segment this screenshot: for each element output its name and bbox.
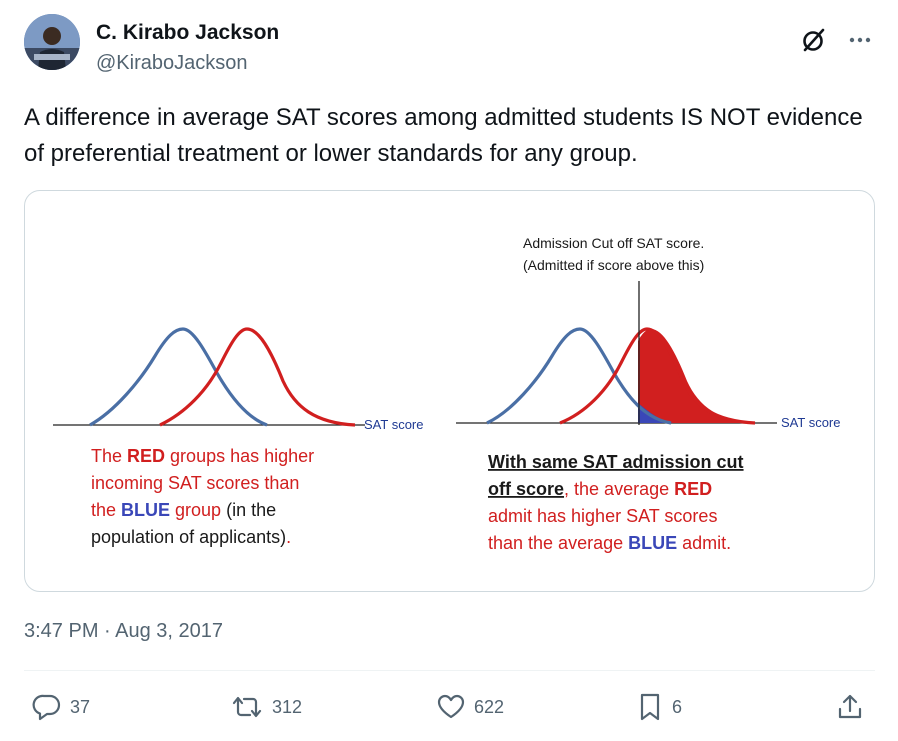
right-caption-segment: off score (488, 479, 564, 499)
right-caption-segment: , the average (564, 479, 674, 499)
author-handle[interactable]: @KiraboJackson (96, 52, 248, 74)
cutoff-label-line-1: Admission Cut off SAT score. (523, 235, 704, 251)
more-icon[interactable] (846, 28, 874, 52)
cutoff-label-line-2: (Admitted if score above this) (523, 257, 704, 273)
share-button[interactable] (836, 690, 864, 724)
left-caption-segment: The (91, 446, 127, 466)
left-caption-segment: population of applicants) (91, 527, 286, 547)
right-caption-segment: BLUE (628, 533, 677, 553)
bookmark-count: 6 (672, 696, 683, 717)
left-panel: SAT score The RED groups has higher incom… (53, 327, 423, 547)
avatar[interactable] (24, 14, 80, 70)
bookmark-icon (640, 693, 660, 721)
left-caption-segment: group (170, 500, 221, 520)
reply-button[interactable]: 37 (32, 690, 90, 724)
left-caption-segment: BLUE (121, 500, 170, 520)
left-caption: The RED groups has higher incoming SAT sc… (91, 446, 314, 547)
left-caption-segment: . (286, 527, 291, 547)
like-button[interactable]: 622 (436, 690, 504, 724)
red-admitted-area (638, 329, 755, 423)
right-axis-label: SAT score (781, 415, 840, 430)
repost-button[interactable]: 312 (230, 690, 302, 724)
right-caption-segment: With same SAT admission cut (488, 452, 744, 472)
left-caption-segment: incoming SAT scores than (91, 473, 299, 493)
tweet-text: A difference in average SAT scores among… (24, 104, 863, 167)
right-red-curve (559, 327, 756, 425)
tweet-timestamp[interactable]: 3:47 PM · Aug 3, 2017 (24, 620, 224, 642)
repost-count: 312 (272, 696, 303, 717)
right-caption-segment: admit. (677, 533, 731, 553)
reply-count: 37 (70, 696, 91, 717)
right-caption-segment: than the average (488, 533, 628, 553)
avatar-image (24, 14, 80, 70)
left-caption-segment: groups has higher (165, 446, 314, 466)
left-caption-segment: RED (127, 446, 165, 466)
right-blue-curve (486, 327, 672, 425)
left-blue-curve (89, 327, 268, 427)
bookmark-button[interactable]: 6 (636, 690, 682, 724)
reply-icon (32, 694, 61, 721)
right-caption-segment: RED (674, 479, 712, 499)
left-caption-segment: the (91, 500, 121, 520)
left-axis-label: SAT score (364, 417, 423, 432)
left-red-curve (159, 327, 356, 427)
media-card[interactable]: SAT score The RED groups has higher incom… (24, 190, 875, 592)
grok-icon[interactable] (800, 26, 828, 54)
like-count: 622 (474, 696, 505, 717)
sat-distribution-figure: SAT score The RED groups has higher incom… (53, 235, 840, 553)
heart-icon (437, 694, 465, 719)
right-caption: With same SAT admission cut off score, th… (488, 452, 744, 553)
divider (24, 670, 875, 671)
author-name[interactable]: C. Kirabo Jackson (96, 21, 280, 44)
repost-icon (232, 696, 262, 718)
right-caption-segment: admit has higher SAT scores (488, 506, 717, 526)
left-caption-segment: (in the (221, 500, 276, 520)
share-icon (838, 694, 862, 719)
right-panel: Admission Cut off SAT score. (Admitted i… (456, 235, 840, 553)
blue-admitted-area (638, 403, 673, 423)
